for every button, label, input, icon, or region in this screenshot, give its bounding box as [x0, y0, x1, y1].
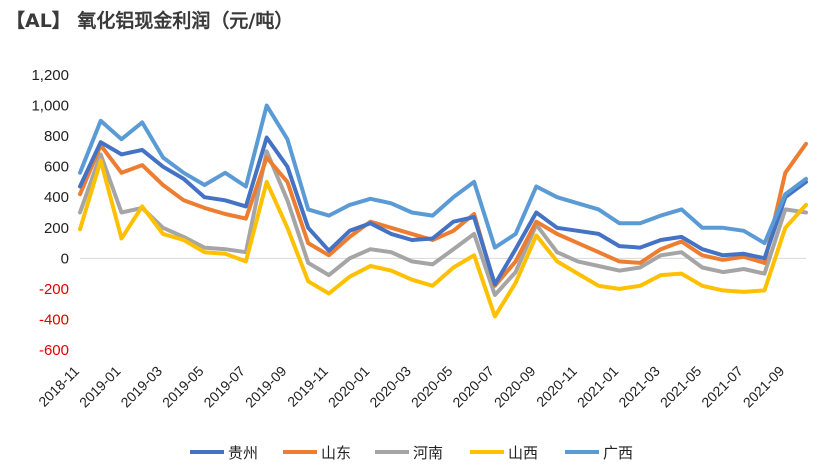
x-tick-label: 2021-05: [657, 363, 705, 411]
x-tick-label: 2018-11: [35, 363, 82, 410]
y-tick-label: 1,200: [31, 67, 69, 84]
x-tick-label: 2019-01: [76, 363, 124, 411]
legend: 贵州 山东 河南 山西 广西: [190, 444, 633, 462]
x-tick-label: 2020-01: [325, 363, 373, 411]
y-tick-label: 200: [44, 220, 69, 237]
x-tick-label: 2019-03: [117, 363, 165, 411]
y-tick-label: 400: [44, 189, 69, 206]
legend-label: 广西: [603, 444, 633, 462]
series-line-广西: [78, 103, 808, 250]
x-tick-label: 2019-07: [200, 363, 248, 411]
y-tick-label: -200: [39, 281, 69, 298]
legend-label: 山西: [508, 444, 538, 462]
y-tick-label: -600: [39, 342, 69, 359]
y-tick-label: 600: [44, 159, 69, 176]
legend-label: 山东: [321, 444, 351, 462]
series-line-山西: [78, 158, 808, 319]
chart-title: 【AL】 氧化铝现金利润（元/吨）: [6, 10, 294, 32]
series-line-山东: [78, 141, 808, 288]
y-tick-label: 1,000: [31, 98, 69, 115]
x-tick-label: 2020-11: [533, 363, 580, 410]
series-line-河南: [78, 149, 808, 297]
legend-label: 贵州: [228, 444, 258, 462]
series-line-贵州: [78, 135, 808, 287]
x-tick-label: 2020-03: [366, 363, 414, 411]
x-tick-label: 2021-09: [740, 363, 788, 411]
y-tick-label: 800: [44, 128, 69, 145]
x-tick-label: 2019-09: [242, 363, 290, 411]
x-tick-label: 2021-01: [574, 363, 622, 411]
x-tick-label: 2021-07: [698, 363, 746, 411]
y-tick-label: 0: [61, 250, 69, 267]
legend-label: 河南: [413, 444, 443, 462]
x-tick-label: 2019-05: [159, 363, 207, 411]
x-tick-label: 2019-11: [284, 363, 331, 410]
x-tick-label: 2020-07: [449, 363, 497, 411]
x-tick-label: 2020-05: [408, 363, 456, 411]
y-axis: 1,200 1,000 800 600 400 200 0 -200 -400 -600: [31, 67, 69, 359]
y-tick-label: -400: [39, 311, 69, 328]
x-tick-label: 2020-09: [491, 363, 539, 411]
x-tick-label: 2021-03: [615, 363, 663, 411]
series-lines: [78, 103, 808, 319]
